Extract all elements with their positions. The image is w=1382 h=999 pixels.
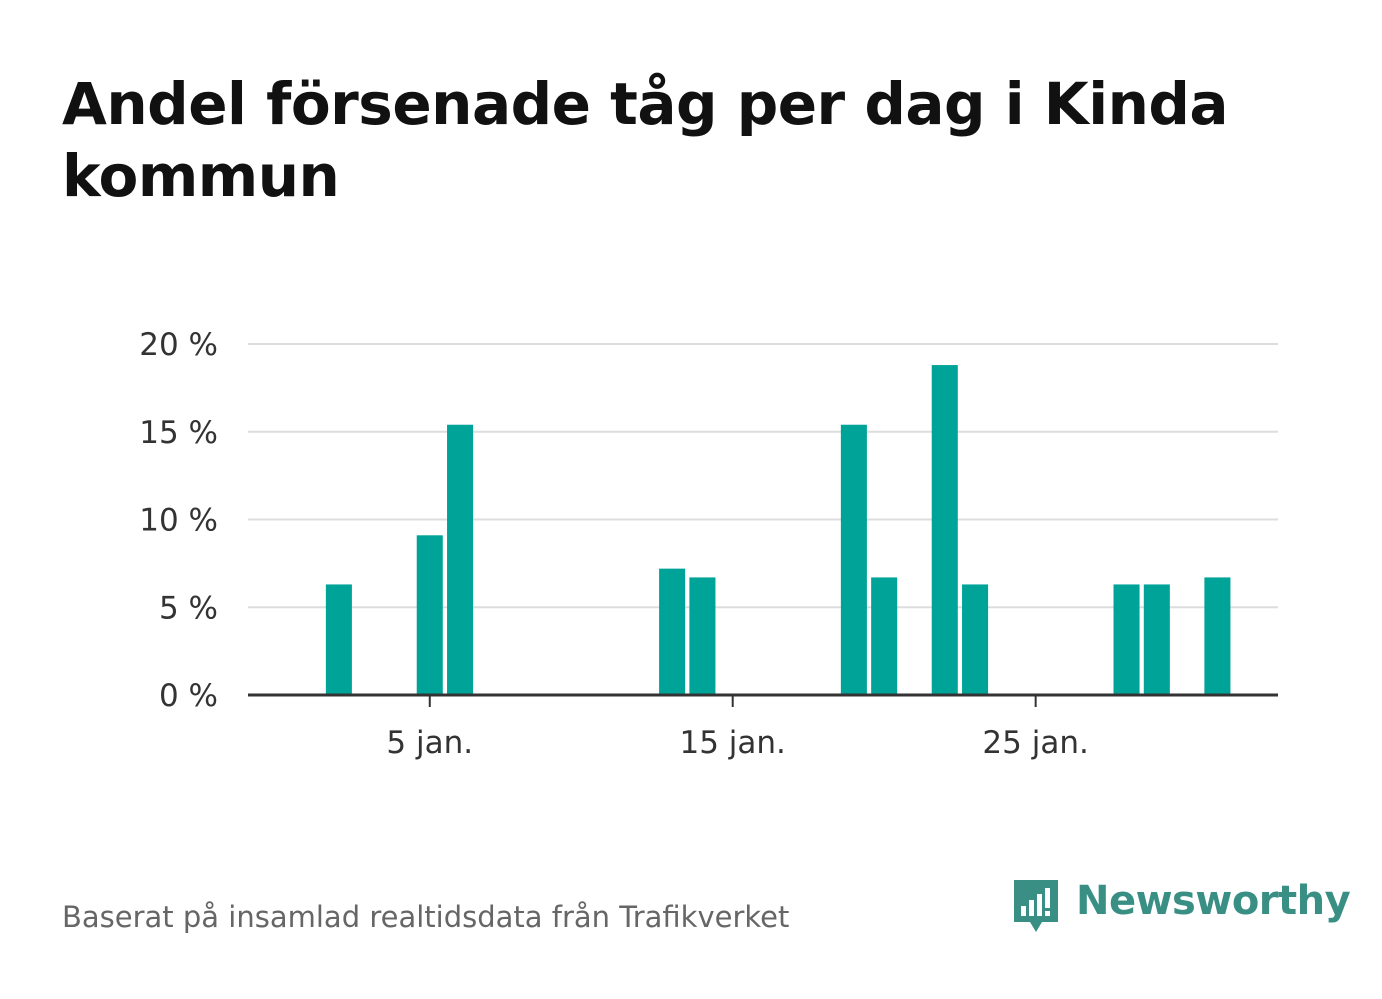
newsworthy-logo: Newsworthy bbox=[1010, 876, 1351, 940]
bar-14-jan bbox=[689, 577, 716, 695]
bar-13-jan bbox=[659, 568, 686, 695]
logo-text: Newsworthy bbox=[1076, 878, 1351, 924]
bar-29-jan bbox=[1143, 584, 1170, 695]
bar-28-jan bbox=[1113, 584, 1140, 695]
y-tick-label: 15 % bbox=[139, 415, 218, 451]
chart-title: Andel försenade tåg per dag i Kinda komm… bbox=[62, 70, 1229, 210]
x-tick-label: 25 jan. bbox=[982, 725, 1088, 761]
y-tick-label: 20 % bbox=[139, 327, 218, 363]
bar-6-jan bbox=[447, 424, 474, 695]
bar-23-jan bbox=[962, 584, 989, 695]
axes bbox=[248, 693, 1278, 707]
bar-2-jan bbox=[325, 584, 352, 695]
bar-20-jan bbox=[871, 577, 898, 695]
bar-chart: 0 % 5 % 10 % 15 % 20 % 5 jan. 15 jan. 25 jan. bbox=[139, 327, 1278, 761]
y-tick-label: 5 % bbox=[159, 590, 218, 626]
x-tick-labels: 5 jan. 15 jan. 25 jan. bbox=[386, 725, 1088, 761]
bar-5-jan bbox=[416, 535, 443, 695]
y-tick-label: 0 % bbox=[159, 678, 218, 714]
grid-lines bbox=[248, 343, 1278, 609]
y-tick-label: 10 % bbox=[139, 503, 218, 539]
source-note: Baserat på insamlad realtidsdata från Tr… bbox=[62, 900, 790, 934]
bar-31-jan bbox=[1204, 577, 1231, 695]
chart-speech-bubble-icon bbox=[1014, 880, 1058, 932]
bar-22-jan bbox=[931, 365, 958, 695]
x-tick-label: 15 jan. bbox=[679, 725, 785, 761]
y-tick-labels: 0 % 5 % 10 % 15 % 20 % bbox=[139, 327, 218, 714]
bars bbox=[325, 365, 1231, 695]
bar-19-jan bbox=[840, 424, 867, 695]
x-tick-label: 5 jan. bbox=[386, 725, 473, 761]
